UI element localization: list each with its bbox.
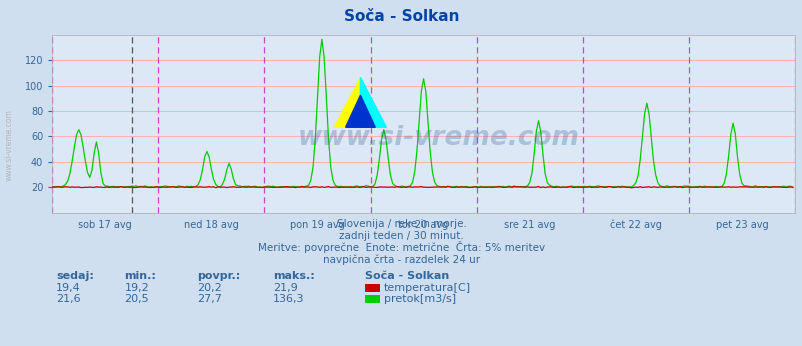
Text: tor 20 avg: tor 20 avg (398, 220, 448, 230)
Text: sob 17 avg: sob 17 avg (79, 220, 132, 230)
Text: 21,9: 21,9 (273, 283, 298, 293)
Text: ned 18 avg: ned 18 avg (184, 220, 238, 230)
Text: pon 19 avg: pon 19 avg (290, 220, 344, 230)
Text: Soča - Solkan: Soča - Solkan (365, 271, 449, 281)
Text: www.si-vreme.com: www.si-vreme.com (5, 109, 14, 181)
Text: navpična črta - razdelek 24 ur: navpična črta - razdelek 24 ur (322, 254, 480, 265)
Text: 19,2: 19,2 (124, 283, 149, 293)
Text: pretok[m3/s]: pretok[m3/s] (383, 294, 456, 304)
Text: 20,2: 20,2 (196, 283, 221, 293)
Text: temperatura[C]: temperatura[C] (383, 283, 470, 293)
Polygon shape (360, 78, 386, 127)
Text: maks.:: maks.: (273, 271, 314, 281)
Text: 19,4: 19,4 (56, 283, 81, 293)
Text: 20,5: 20,5 (124, 294, 149, 304)
Text: čet 22 avg: čet 22 avg (609, 220, 661, 230)
Polygon shape (345, 95, 375, 127)
Text: 136,3: 136,3 (273, 294, 304, 304)
Text: povpr.:: povpr.: (196, 271, 240, 281)
Text: Meritve: povprečne  Enote: metrične  Črta: 5% meritev: Meritve: povprečne Enote: metrične Črta:… (257, 241, 545, 253)
Text: www.si-vreme.com: www.si-vreme.com (297, 125, 579, 151)
Text: Soča - Solkan: Soča - Solkan (343, 9, 459, 24)
Text: min.:: min.: (124, 271, 156, 281)
Text: sedaj:: sedaj: (56, 271, 94, 281)
Text: Slovenija / reke in morje.: Slovenija / reke in morje. (336, 219, 466, 229)
Text: 27,7: 27,7 (196, 294, 221, 304)
Text: zadnji teden / 30 minut.: zadnji teden / 30 minut. (338, 231, 464, 241)
Polygon shape (334, 78, 360, 127)
Text: 21,6: 21,6 (56, 294, 81, 304)
Text: pet 23 avg: pet 23 avg (715, 220, 768, 230)
Text: sre 21 avg: sre 21 avg (504, 220, 555, 230)
